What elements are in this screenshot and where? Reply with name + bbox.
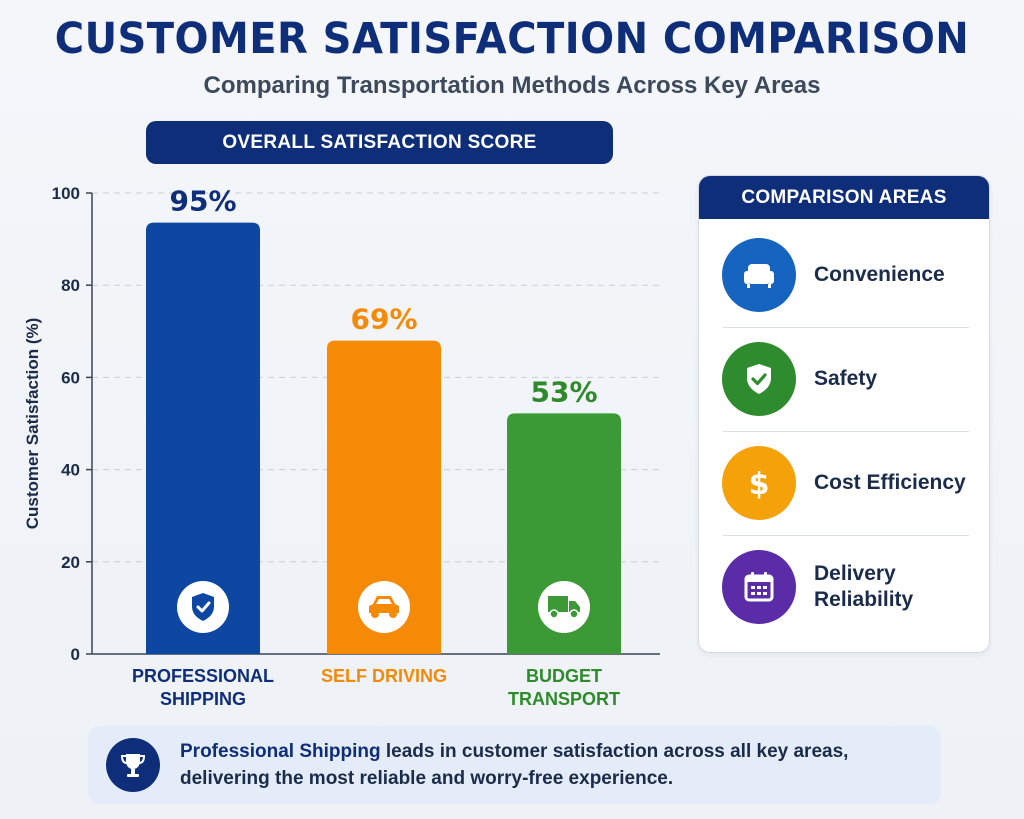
armchair-icon-circle [722, 238, 796, 312]
bar [146, 222, 260, 654]
divider [723, 431, 969, 432]
svg-text:$: $ [749, 467, 770, 502]
summary-highlight: Professional Shipping [180, 741, 381, 762]
calendar-icon [744, 572, 774, 602]
y-tick-label: 60 [61, 368, 80, 387]
summary-line-1: leads in customer satisfaction across al… [380, 741, 849, 762]
calendar-icon-circle [722, 550, 796, 624]
y-axis-label: Customer Satisfaction (%) [23, 318, 42, 530]
comparison-item-label: Cost Efficiency [814, 471, 966, 494]
x-category-label: BUDGET TRANSPORT [508, 666, 620, 709]
summary-text: Professional Shipping leads in customer … [180, 738, 848, 792]
truck-icon [548, 596, 580, 619]
comparison-item-label: Safety [814, 367, 878, 390]
bar [507, 413, 621, 654]
x-category-label: PROFESSIONAL SHIPPING [131, 666, 274, 709]
chart-title-banner: OVERALL SATISFACTION SCORE [146, 121, 613, 164]
comparison-item-convenience: Convenience [699, 223, 989, 327]
summary-line-2: delivering the most reliable and worry-f… [180, 768, 674, 789]
trophy-icon [120, 754, 146, 777]
shield-icon-circle [722, 342, 796, 416]
shield-check-icon [747, 364, 771, 394]
y-tick-label: 100 [52, 184, 80, 203]
y-tick-label: 40 [61, 461, 80, 480]
y-tick-label: 0 [71, 645, 80, 664]
y-tick-label: 20 [61, 553, 80, 572]
comparison-item-delivery-reliability: Delivery Reliability [699, 535, 989, 639]
comparison-areas-panel: COMPARISON AREAS Convenience Safety [698, 175, 990, 653]
data-label: 53% [530, 375, 597, 408]
summary-footer: Professional Shipping leads in customer … [88, 726, 941, 804]
page-subtitle: Comparing Transportation Methods Across … [203, 72, 821, 99]
data-label: 69% [350, 303, 417, 336]
data-label: 95% [169, 185, 236, 218]
dollar-icon: $ [749, 467, 770, 502]
comparison-item-label: Delivery Reliability [814, 562, 914, 611]
comparison-item-label: Convenience [814, 263, 945, 286]
divider [723, 327, 969, 328]
armchair-icon [744, 264, 774, 288]
bar [327, 340, 441, 654]
shield-check-icon [192, 593, 214, 621]
divider [723, 535, 969, 536]
car-icon [369, 596, 399, 618]
comparison-item-cost-efficiency: $ Cost Efficiency [699, 431, 989, 535]
comparison-item-safety: Safety [699, 327, 989, 431]
trophy-icon-circle [106, 738, 160, 792]
page-title: CUSTOMER SATISFACTION COMPARISON [54, 14, 970, 64]
x-category-label: SELF DRIVING [320, 666, 447, 686]
y-tick-label: 80 [61, 276, 80, 295]
dollar-icon-circle: $ [722, 446, 796, 520]
comparison-areas-title: COMPARISON AREAS [699, 176, 989, 219]
